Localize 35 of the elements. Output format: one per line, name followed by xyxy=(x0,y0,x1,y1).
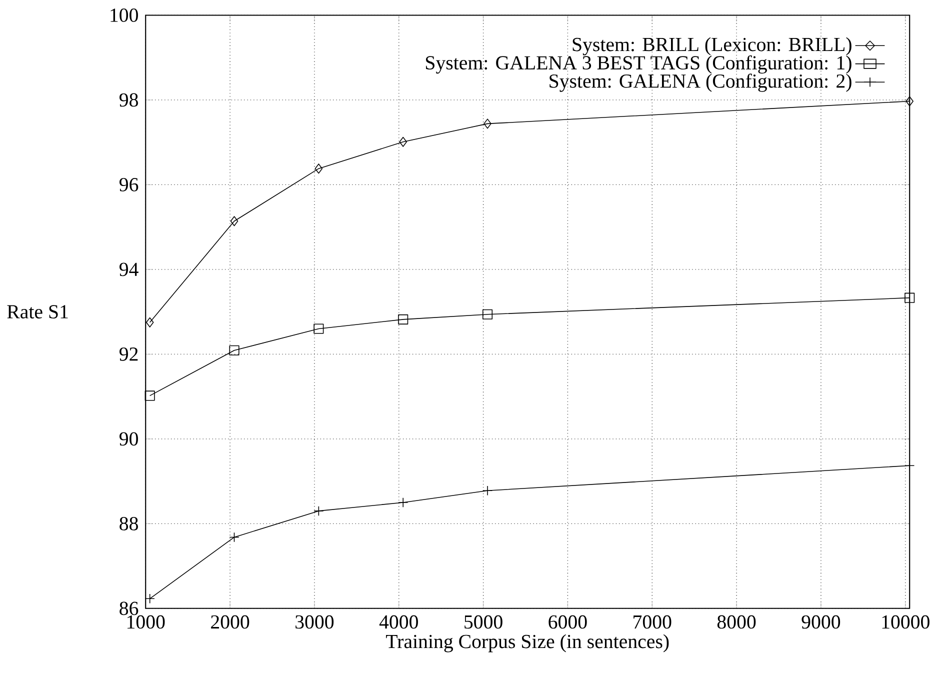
y-tick-label: 90 xyxy=(120,432,138,446)
x-tick-label: 9000 xyxy=(802,615,840,629)
legend-label: System: GALENA 3 BEST TAGS (Configuration: 1) xyxy=(426,55,852,74)
point xyxy=(484,118,492,129)
point xyxy=(482,309,493,320)
x-tick-label: 7000 xyxy=(634,615,672,629)
y-tick-label: 98 xyxy=(120,93,138,107)
point xyxy=(399,136,407,147)
y-tick-label: 88 xyxy=(120,516,138,530)
x-tick-label: 5000 xyxy=(464,615,502,629)
y-tick-label: 94 xyxy=(120,262,138,276)
x-tick-label: 10000 xyxy=(882,615,930,629)
point xyxy=(398,314,408,324)
x-tick-label: 1000 xyxy=(128,615,165,629)
point xyxy=(314,324,324,334)
y-axis-title: Rate S1 xyxy=(7,305,68,318)
y-tick-label: 86 xyxy=(120,602,138,615)
y-tick-label: 100 xyxy=(110,8,138,22)
legend-label: System: GALENA (Configuration: 2) xyxy=(550,74,852,92)
point xyxy=(144,390,155,401)
point xyxy=(314,163,323,174)
point xyxy=(904,292,915,303)
x-tick-label: 4000 xyxy=(379,615,418,629)
legend-label: System: BRILL (Lexicon: BRILL) xyxy=(572,37,852,56)
y-tick-label: 96 xyxy=(120,178,138,192)
x-tick-label: 8000 xyxy=(717,615,756,629)
y-tick-label: 92 xyxy=(120,347,138,361)
point xyxy=(229,345,240,356)
x-tick-label: 6000 xyxy=(548,615,587,629)
x-axis-title: Training Corpus Size (in sentences) xyxy=(386,634,669,652)
point xyxy=(906,96,914,106)
point xyxy=(146,317,154,328)
point xyxy=(230,216,238,226)
x-tick-label: 3000 xyxy=(296,615,334,629)
x-tick-label: 2000 xyxy=(211,615,250,629)
